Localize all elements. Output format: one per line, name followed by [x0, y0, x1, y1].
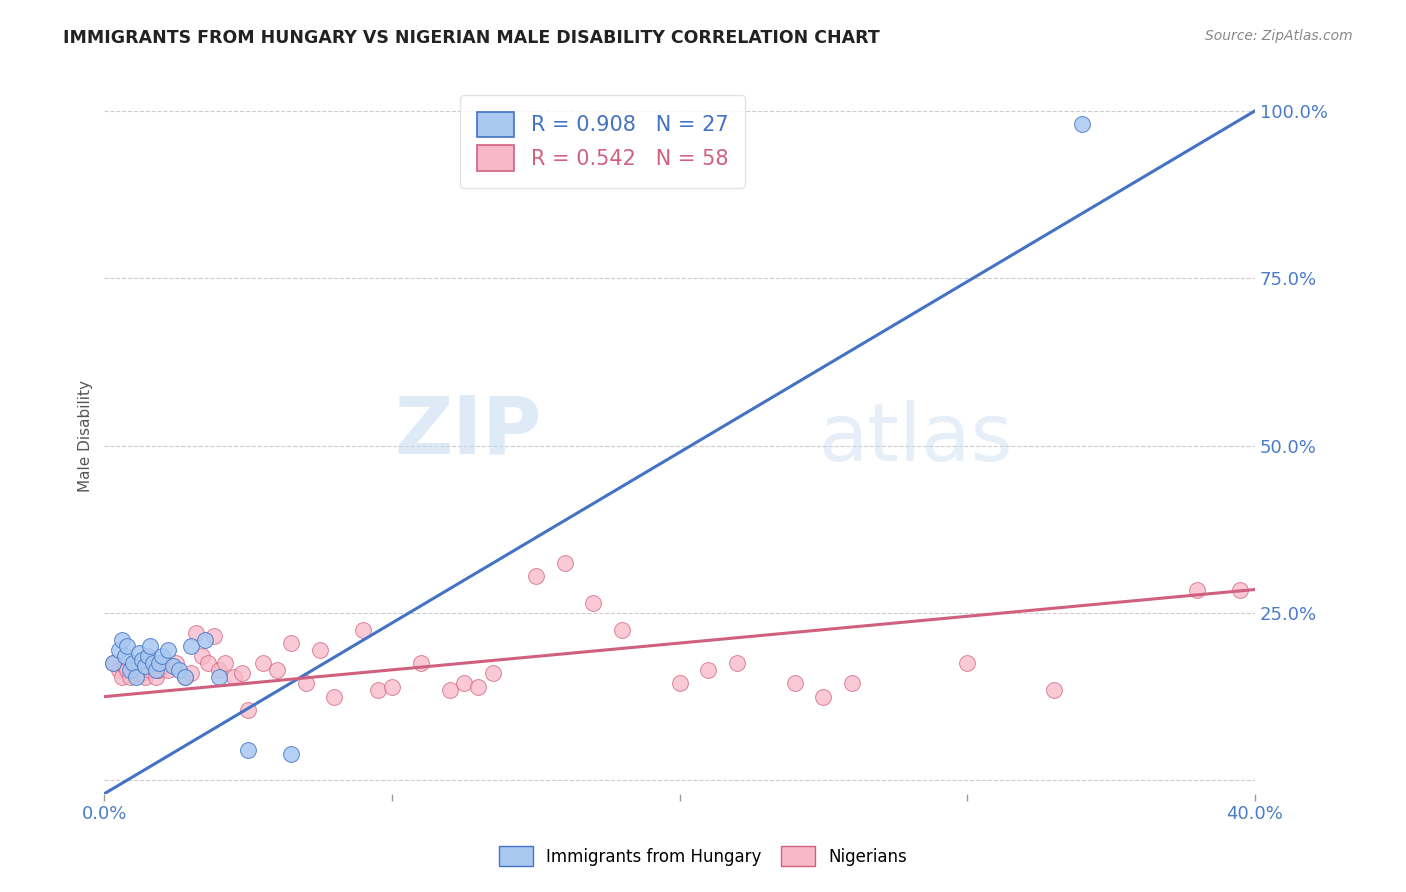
Point [323, 690, 346, 704]
Point [381, 680, 404, 694]
Point [125, 666, 148, 681]
Point [117, 640, 139, 654]
Point [813, 690, 835, 704]
Point [101, 656, 124, 670]
Text: IMMIGRANTS FROM HUNGARY VS NIGERIAN MALE DISABILITY CORRELATION CHART: IMMIGRANTS FROM HUNGARY VS NIGERIAN MALE… [63, 29, 880, 46]
Legend: Immigrants from Hungary, Nigerians: Immigrants from Hungary, Nigerians [492, 839, 914, 873]
Point [554, 556, 576, 570]
Point [191, 649, 214, 664]
Point [174, 669, 197, 683]
Point [117, 663, 139, 677]
Point [101, 656, 124, 670]
Point [1187, 582, 1209, 597]
Point [134, 669, 156, 683]
Point [186, 626, 208, 640]
Point [1071, 117, 1094, 131]
Point [131, 653, 153, 667]
Text: ZIP: ZIP [394, 393, 541, 471]
Point [128, 646, 150, 660]
Point [174, 669, 197, 683]
Point [524, 569, 547, 583]
Point [131, 666, 153, 681]
Point [165, 656, 187, 670]
Point [148, 656, 170, 670]
Point [156, 642, 179, 657]
Point [697, 663, 720, 677]
Point [231, 666, 253, 681]
Point [156, 663, 179, 677]
Y-axis label: Male Disability: Male Disability [79, 380, 93, 491]
Text: atlas: atlas [818, 401, 1012, 478]
Point [439, 682, 461, 697]
Point [145, 663, 167, 677]
Point [180, 666, 202, 681]
Point [252, 656, 274, 670]
Point [139, 640, 162, 654]
Point [107, 642, 129, 657]
Point [125, 669, 148, 683]
Point [134, 659, 156, 673]
Point [453, 676, 475, 690]
Point [266, 663, 288, 677]
Point [280, 747, 302, 761]
Point [120, 663, 142, 677]
Point [128, 656, 150, 670]
Point [214, 656, 236, 670]
Point [956, 656, 979, 670]
Point [1042, 682, 1064, 697]
Point [107, 663, 129, 677]
Point [309, 642, 332, 657]
Point [481, 666, 503, 681]
Point [120, 669, 142, 683]
Point [114, 649, 136, 664]
Point [668, 676, 690, 690]
Point [238, 743, 260, 757]
Point [783, 676, 806, 690]
Point [139, 663, 162, 677]
Point [167, 663, 190, 677]
Point [1229, 582, 1251, 597]
Point [841, 676, 863, 690]
Point [150, 659, 173, 673]
Point [145, 669, 167, 683]
Point [367, 682, 389, 697]
Point [409, 656, 432, 670]
Point [136, 659, 159, 673]
Point [162, 659, 184, 673]
Point [352, 623, 374, 637]
Point [111, 632, 134, 647]
Point [197, 656, 219, 670]
Point [467, 680, 489, 694]
Point [148, 663, 170, 677]
Point [150, 649, 173, 664]
Point [180, 640, 202, 654]
Point [122, 656, 145, 670]
Point [208, 669, 231, 683]
Point [142, 656, 165, 670]
Point [294, 676, 316, 690]
Text: Source: ZipAtlas.com: Source: ZipAtlas.com [1205, 29, 1353, 43]
Point [222, 669, 245, 683]
Legend: R = 0.908   N = 27, R = 0.542   N = 58: R = 0.908 N = 27, R = 0.542 N = 58 [460, 95, 745, 187]
Point [582, 596, 605, 610]
Point [725, 656, 748, 670]
Point [202, 629, 225, 643]
Point [114, 659, 136, 673]
Point [280, 636, 302, 650]
Point [238, 703, 260, 717]
Point [194, 632, 217, 647]
Point [142, 656, 165, 670]
Point [610, 623, 633, 637]
Point [208, 663, 231, 677]
Point [111, 669, 134, 683]
Point [136, 649, 159, 664]
Point [122, 663, 145, 677]
